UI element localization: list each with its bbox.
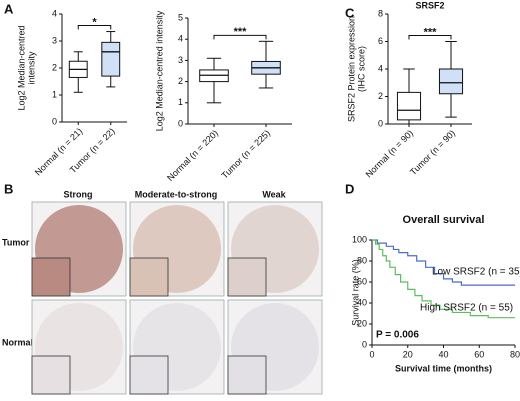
x-tick-label: 20 [403,349,413,359]
y-axis-label: Log2 Median-centred intensity [154,10,164,131]
column-label: Weak [262,189,286,199]
y-tick-label: 2 [52,62,57,72]
significance-bracket [213,34,267,40]
box [396,91,422,121]
x-tick-label: 80 [510,349,520,359]
significance-label: *** [424,26,438,38]
y-tick-label: 4 [378,63,383,73]
y-tick-label: 3 [52,35,57,45]
y-axis-label: Log2 Median-centred [16,25,26,110]
inset [227,355,267,395]
y-tick-label: 0 [52,116,57,126]
inset [31,355,71,395]
y-tick-label: 2 [378,91,383,101]
survival-curve [372,239,515,319]
row-label: Normal [2,337,33,347]
panel-label: C [345,5,355,20]
column-label: Strong [64,189,93,199]
chart-title: Overall survival [403,214,485,226]
chart-title: SRSF2 [415,0,444,10]
box [101,41,121,77]
y-axis-label: Survival rate (%) [350,259,360,326]
significance-bracket [77,25,112,30]
y-tick-label: 0 [178,118,183,128]
x-axis-label: Survival time (months) [395,363,492,373]
significance-bracket [408,35,452,40]
y-tick-label: 0 [378,118,383,128]
survival-curve [372,239,515,286]
inset [129,355,169,395]
y-tick-label: 100 [352,234,367,244]
column-label: Moderate-to-strong [135,189,218,199]
row-label: Tumor [2,237,30,247]
y-tick-label: 1 [178,97,183,107]
y-tick-label: 20 [357,318,367,328]
y-tick-label: 4 [52,8,57,18]
x-tick-label: 60 [474,349,484,359]
y-tick-label: 4 [178,34,183,44]
y-tick-label: 0 [362,339,367,349]
y-tick-label: 1 [52,89,57,99]
inset [227,257,267,297]
p-value: P = 0.006 [376,330,419,341]
y-tick-label: 5 [178,12,183,22]
y-tick-label: 3 [178,55,183,65]
y-tick-label: 80 [357,255,367,265]
x-tick-label: Tumor (n = 90) [408,128,457,177]
legend-label: Low SRSF2 (n = 35) [432,267,520,278]
panel-label: B [4,181,13,196]
legend-label: High SRSF2 (n = 55) [420,303,513,314]
panel-label: A [4,1,14,16]
x-tick-label: Normal (n = 220) [165,128,220,183]
y-tick-label: 2 [178,76,183,86]
significance-label: * [92,16,97,28]
y-tick-label: 40 [357,297,367,307]
x-tick-label: Tumor (n = 225) [219,128,272,181]
x-tick-label: Normal (n = 90) [364,128,415,179]
y-tick-label: 6 [378,36,383,46]
significance-label: *** [234,26,248,38]
y-tick-label: 60 [357,276,367,286]
panel-label: D [345,181,354,196]
box [438,68,464,95]
y-axis-label: SRSF2 Protein expression [346,16,356,122]
y-axis-label: intensity [26,51,36,85]
y-axis-label: (IHC score) [356,46,366,92]
x-tick-label: 40 [438,349,448,359]
inset [31,257,71,297]
x-tick-label: 0 [369,349,374,359]
y-tick-label: 8 [378,8,383,18]
inset [129,257,169,297]
